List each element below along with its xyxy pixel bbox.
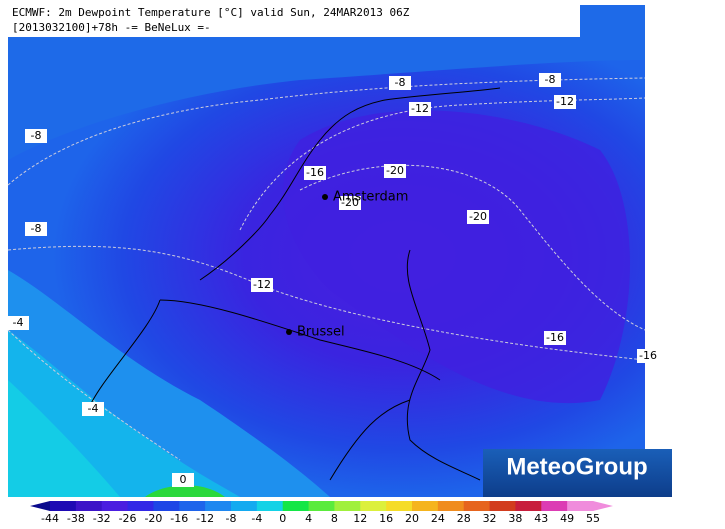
colorbar-cell bbox=[541, 501, 568, 511]
colorbar-label: 32 bbox=[483, 512, 497, 525]
colorbar-cell bbox=[334, 501, 361, 511]
colorbar-cell bbox=[412, 501, 439, 511]
contour-label: -12 bbox=[411, 102, 429, 115]
contour-label-box bbox=[25, 222, 47, 236]
contour-label-box bbox=[467, 210, 489, 224]
contour-label-box bbox=[25, 129, 47, 143]
contour-label-box bbox=[637, 349, 659, 363]
colorbar-label: 49 bbox=[560, 512, 574, 525]
colorbar-label: 4 bbox=[305, 512, 312, 525]
contour-label-box bbox=[339, 196, 361, 210]
colorbar-cell bbox=[127, 501, 154, 511]
colorbar-label: 20 bbox=[405, 512, 419, 525]
colorbar-cell bbox=[308, 501, 335, 511]
header-title: ECMWF: 2m Dewpoint Temperature [°C] vali… bbox=[12, 6, 410, 19]
contour-label-box bbox=[389, 76, 411, 90]
colorbar-label: -38 bbox=[67, 512, 85, 525]
colorbar-label: -26 bbox=[119, 512, 137, 525]
contour-label: -12 bbox=[253, 278, 271, 291]
colorbar-cell bbox=[282, 501, 310, 511]
borders bbox=[87, 87, 501, 481]
colorbar-label: 12 bbox=[353, 512, 367, 525]
contour-label: -20 bbox=[341, 196, 359, 209]
colorbar-arrow-right bbox=[593, 501, 613, 511]
colorbar-label: 38 bbox=[508, 512, 522, 525]
logo-box bbox=[483, 449, 672, 497]
logo-text: MeteoGroup bbox=[506, 453, 647, 480]
colorbar-cell bbox=[231, 501, 258, 511]
contour-label: -4 bbox=[13, 316, 24, 329]
city-dot bbox=[286, 329, 292, 335]
colorbar-cell bbox=[205, 501, 232, 511]
colorbar-cell bbox=[75, 501, 103, 511]
colorbar-cell bbox=[489, 501, 516, 511]
colorbar-label: 16 bbox=[379, 512, 393, 525]
colorbar-label: -32 bbox=[93, 512, 111, 525]
colorbar-arrow-left bbox=[30, 501, 50, 511]
city-label: Amsterdam bbox=[333, 190, 408, 205]
contour-label-box bbox=[7, 316, 29, 330]
colorbar-label: -16 bbox=[170, 512, 188, 525]
colorbar-cell bbox=[256, 501, 284, 511]
colorbar-cell bbox=[437, 501, 465, 511]
colorbar-label: 8 bbox=[331, 512, 338, 525]
contour-label: -4 bbox=[88, 402, 99, 415]
contour-label: -20 bbox=[469, 210, 487, 223]
contour-label-box bbox=[172, 473, 194, 487]
colorbar-cell bbox=[179, 501, 206, 511]
contour-label: 0 bbox=[180, 473, 187, 486]
colorbar-cell bbox=[386, 501, 413, 511]
contour-label-box bbox=[251, 278, 273, 292]
colorbar-cell bbox=[567, 501, 594, 511]
contour-label-box bbox=[539, 73, 561, 87]
colorbar-label: -12 bbox=[196, 512, 214, 525]
contour-label-box bbox=[544, 331, 566, 345]
header-subtitle: [2013032100]+78h -= BeNeLux =- bbox=[12, 21, 211, 34]
colorbar-cell bbox=[360, 501, 387, 511]
contour-label: -20 bbox=[386, 164, 404, 177]
contour-label-box bbox=[554, 95, 576, 109]
logo: MeteoGroup bbox=[483, 449, 672, 497]
city-label: Brussel bbox=[297, 325, 345, 340]
contour-label: -8 bbox=[31, 129, 42, 142]
contour-label: -16 bbox=[546, 331, 564, 344]
colorbar-label: 55 bbox=[586, 512, 600, 525]
colorbar-label: -8 bbox=[226, 512, 237, 525]
colorbar-label: 0 bbox=[279, 512, 286, 525]
colorbar-cell bbox=[515, 501, 542, 511]
contour-label: -16 bbox=[639, 349, 657, 362]
contour-label-box bbox=[384, 164, 406, 178]
colorbar-label: 28 bbox=[457, 512, 471, 525]
colorbar-cell bbox=[153, 501, 180, 511]
contour-label: -8 bbox=[31, 222, 42, 235]
contour-label-box bbox=[304, 166, 326, 180]
colorbar-label: 43 bbox=[534, 512, 548, 525]
contour-label: -16 bbox=[306, 166, 324, 179]
colorbar-cell bbox=[463, 501, 491, 511]
map-fill bbox=[8, 5, 645, 497]
contour-label-box bbox=[82, 402, 104, 416]
contour-label: -8 bbox=[395, 76, 406, 89]
colorbar-label: -44 bbox=[41, 512, 59, 525]
header-box bbox=[8, 5, 580, 37]
colorbar-cell bbox=[50, 501, 77, 511]
contour-label-box bbox=[409, 102, 431, 116]
colorbar-label: 24 bbox=[431, 512, 445, 525]
colorbar-label: -4 bbox=[251, 512, 262, 525]
contour-label: -8 bbox=[545, 73, 556, 86]
colorbar-label: -20 bbox=[144, 512, 162, 525]
city-dot bbox=[322, 194, 328, 200]
contour-label: -12 bbox=[556, 95, 574, 108]
colorbar-cell bbox=[101, 501, 129, 511]
